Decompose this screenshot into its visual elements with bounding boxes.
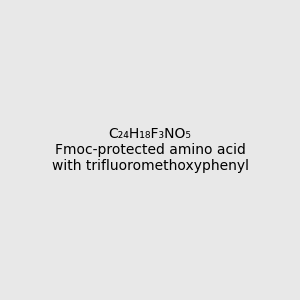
Text: C₂₄H₁₈F₃NO₅
Fmoc-protected amino acid
with trifluoromethoxyphenyl: C₂₄H₁₈F₃NO₅ Fmoc-protected amino acid wi…: [52, 127, 248, 173]
